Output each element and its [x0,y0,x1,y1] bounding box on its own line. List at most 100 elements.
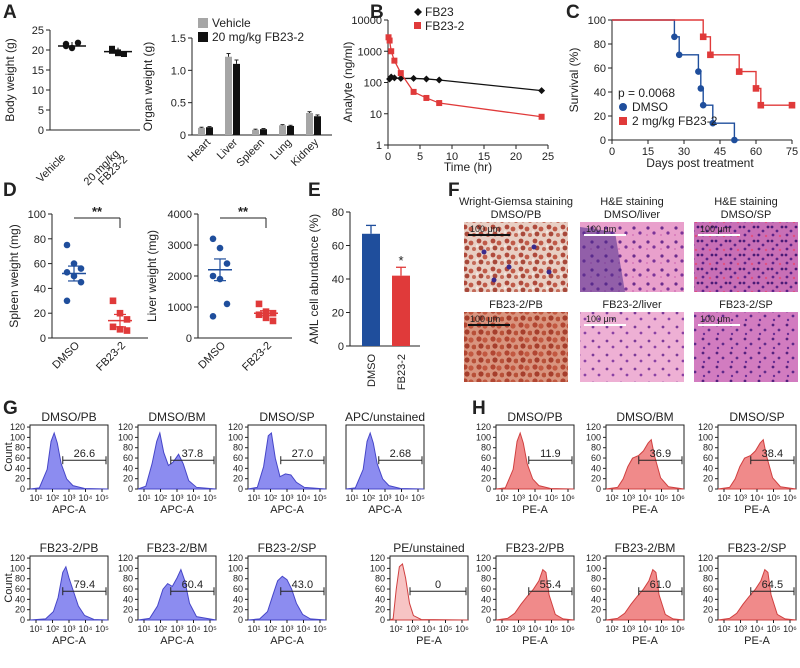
G-x-tick-label: 10⁴ [638,493,652,503]
G-x-label: PE-A [522,635,548,647]
A2-y-tick-label: 1.0 [171,65,186,77]
G-y-tick-label: 80 [375,574,385,584]
D2-x-label: DMSO [196,339,228,371]
G-y-tick-label: 40 [481,463,491,473]
F-y-tick-label: 20 [15,474,25,484]
C-x-tick-label: 45 [714,146,726,158]
G-histogram [605,438,685,490]
G-y-tick-label: 40 [703,594,713,604]
B-x-tick-label: 20 [510,151,522,163]
F-x-tick-label: 10⁴ [395,493,409,503]
G-x-label: PE-A [744,635,770,647]
B-point [390,74,398,82]
F-x-tick-label: 10⁴ [187,493,201,503]
F-y-tick-label: 60 [123,453,133,463]
G-y-tick-label: 100 [370,563,385,573]
C-point [788,101,796,109]
A1-point [74,39,82,46]
F-x-tick-label: 10² [46,493,59,503]
E-bar [362,233,380,346]
B-legend-label: FB23 [425,5,454,19]
B-point [386,37,393,44]
A2-bar [260,129,267,135]
G-y-tick-label: 120 [586,422,601,432]
C-point [709,119,717,127]
B-series-line [387,37,542,118]
F-x-tick-label: 10⁴ [79,493,93,503]
panel-label-f: F [448,180,460,201]
G-plot-title: FB23-2/PB [506,541,565,555]
D2-point [223,260,231,267]
G-y-tick-label: 120 [698,553,713,563]
G-plot-title: PE/unstained [393,541,464,555]
G-y-tick-label: 100 [698,563,713,573]
G-y-tick-label: 80 [481,574,491,584]
D2-y-tick-label: 2000 [168,271,192,283]
G-x-tick-label: 10⁵ [767,493,781,503]
histology-scale-label: 100 μm [470,224,500,234]
histology-blast-cell [491,277,497,283]
G-y-tick-label: 40 [481,594,491,604]
F-x-label: APC-A [52,635,86,647]
F-x-label: APC-A [270,504,304,516]
F-x-tick-label: 10⁵ [203,624,217,634]
B-y-tick-label: 100 [364,78,382,90]
C-y-tick-label: 40 [594,87,606,99]
A2-legend-label: 20 mg/kg FB23-2 [212,30,304,44]
F-gate-percent: 37.8 [182,448,203,460]
D1-y-tick-label: 0 [40,333,46,345]
F-y-label-row2: Count [3,573,15,602]
F-plot-title: DMSO/PB [41,410,96,424]
histology-title: FB23-2/PB [489,299,543,311]
F-histogram [247,432,327,490]
histology-scale-label: 100 μm [700,224,730,234]
A1-point [109,47,115,54]
F-y-tick-label: 20 [123,605,133,615]
B-point [422,75,430,83]
F-y-tick-label: 20 [233,474,243,484]
C-legend-marker [619,117,627,125]
G-y-tick-label: 120 [476,422,491,432]
G-gate-percent: 64.5 [762,579,783,591]
G-x-tick-label: 10⁶ [783,624,797,634]
F-x-tick-label: 10² [154,624,167,634]
G-x-tick-label: 10³ [512,493,525,503]
B-legend-marker [414,8,422,16]
F-plot-title: DMSO/BM [148,410,205,424]
G-x-tick-label: 10³ [734,624,747,634]
B-x-label: Time (hr) [444,160,492,174]
D2-point [209,235,217,243]
D1-y-tick-label: 60 [34,259,46,271]
F-y-tick-label: 40 [123,463,133,473]
A2-y-tick-label: 0 [180,130,186,142]
D2-point [209,272,217,280]
F-y-tick-label: 80 [15,443,25,453]
C-legend-marker [619,103,627,111]
histology-dense-region [580,227,625,292]
A2-bar [287,125,294,135]
F-x-label: APC-A [368,504,402,516]
D2-y-tick-label: 0 [186,333,192,345]
B-point [538,113,545,120]
F-plot-title: APC/unstained [345,410,425,424]
D2-point [216,244,224,252]
A2-legend-label: Vehicle [212,16,251,30]
A1-y-label: Body weight (g) [3,38,17,121]
G-x-tick-label: 10⁴ [750,493,764,503]
F-x-tick-label: 10³ [280,624,293,634]
G-plot-frame [495,424,575,490]
F-x-tick-label: 10² [362,493,375,503]
E-sig-star: * [398,253,403,268]
F-x-tick-label: 10⁵ [313,624,327,634]
G-x-tick-label: 10³ [622,624,635,634]
D2-y-tick-label: 4000 [168,209,192,221]
A1-point [62,42,70,50]
C-point [735,68,743,75]
C-y-tick-label: 80 [594,39,606,51]
G-y-tick-label: 0 [596,615,601,625]
F-y-tick-label: 80 [123,574,133,584]
B-x-tick-label: 5 [417,151,423,163]
B-y-tick-label: 1000 [358,46,382,58]
F-y-tick-label: 40 [15,594,25,604]
